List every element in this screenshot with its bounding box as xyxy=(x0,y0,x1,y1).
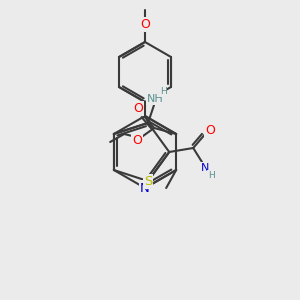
Text: H: H xyxy=(160,87,167,96)
Text: N: N xyxy=(140,182,150,194)
Text: O: O xyxy=(205,124,215,137)
Text: NH: NH xyxy=(147,94,164,104)
Text: O: O xyxy=(133,101,143,115)
Text: O: O xyxy=(132,134,142,148)
Text: S: S xyxy=(144,175,152,188)
Text: N: N xyxy=(201,163,209,173)
Text: O: O xyxy=(140,17,150,31)
Text: H: H xyxy=(208,170,214,179)
